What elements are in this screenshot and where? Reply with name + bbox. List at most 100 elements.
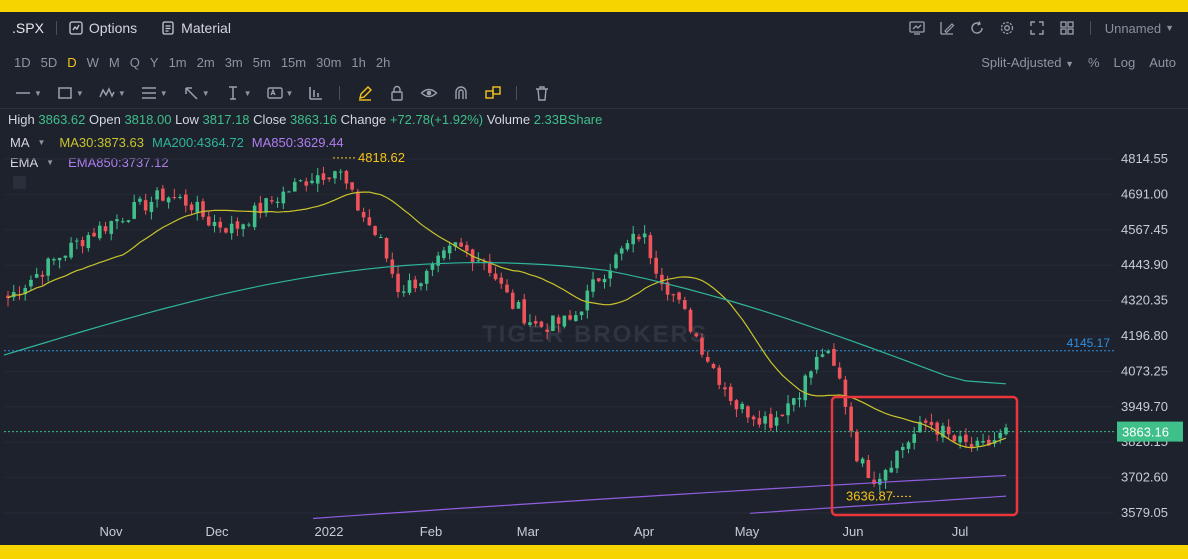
candle-body	[430, 263, 435, 270]
candle-body	[923, 420, 928, 423]
candle-body	[998, 432, 1003, 439]
label-tool[interactable]: ▼	[266, 84, 293, 102]
timeframe-1d[interactable]: 1D	[14, 54, 31, 70]
candle-body	[837, 367, 842, 379]
pen-tool[interactable]	[356, 84, 374, 102]
volume-value: 2.33BShare	[533, 112, 603, 127]
timeframe-w[interactable]: W	[86, 54, 99, 70]
adjust-label: Split-Adjusted	[981, 54, 1062, 70]
timeframe-5m[interactable]: 5m	[252, 54, 271, 70]
candle-body	[482, 261, 486, 263]
layout-grid-icon[interactable]	[1058, 19, 1076, 37]
options-icon	[69, 21, 83, 35]
percent-toggle[interactable]: %	[1087, 54, 1100, 70]
candle-body	[763, 416, 767, 424]
last-price-badge	[1117, 421, 1183, 442]
timeframe-5d[interactable]: 5D	[40, 54, 58, 70]
divider	[55, 21, 57, 35]
x-tick-label: May	[735, 524, 760, 539]
candle-body	[814, 356, 819, 370]
lock-tool[interactable]	[388, 84, 406, 102]
line-tool[interactable]: ▼	[14, 84, 42, 102]
material-label: Material	[181, 20, 231, 36]
candle-body	[952, 435, 957, 442]
refresh-icon[interactable]	[968, 19, 986, 37]
candle-body	[746, 406, 750, 418]
timeframe-2m[interactable]: 2m	[196, 54, 215, 70]
candle-body	[201, 201, 205, 217]
timeframe-2h[interactable]: 2h	[375, 54, 391, 70]
candle-body	[533, 321, 538, 324]
candle-body	[103, 226, 108, 232]
timeframe-15m[interactable]: 15m	[280, 54, 307, 70]
trash-icon	[536, 86, 549, 101]
candle-body	[872, 479, 876, 485]
layout-selector[interactable]: Unnamed ▼	[1105, 21, 1174, 36]
y-tick-label: 4567.45	[1121, 222, 1168, 237]
timeframe-1h[interactable]: 1h	[351, 54, 366, 70]
low-marker-label: 3636.87	[846, 488, 893, 503]
timeframe-y[interactable]: Y	[149, 54, 159, 70]
x-tick-label: Feb	[420, 524, 442, 539]
rect-tool[interactable]: ▼	[56, 84, 84, 102]
measure-tool[interactable]	[307, 84, 325, 102]
candle-body	[46, 258, 50, 276]
material-button[interactable]: Material	[161, 20, 231, 36]
candle-body	[292, 181, 297, 192]
y-tick-label: 4814.55	[1121, 151, 1168, 166]
candle-body	[499, 277, 504, 284]
candle-body	[132, 202, 136, 219]
timeframe-1m[interactable]: 1m	[168, 54, 187, 70]
document-icon	[162, 21, 174, 35]
candle-body	[849, 406, 853, 431]
timeframe-m[interactable]: M	[108, 54, 120, 70]
candle-body	[235, 221, 240, 229]
screen-chart-icon[interactable]	[908, 19, 926, 37]
candle-body	[373, 226, 377, 236]
reference-line-label: 4145.17	[1067, 336, 1111, 350]
group-tool[interactable]	[484, 84, 502, 102]
arrow-tool[interactable]: ▼	[182, 84, 210, 102]
timeframe-d[interactable]: D	[67, 54, 77, 70]
symbol-label[interactable]: .SPX	[12, 20, 44, 36]
ma200-line	[3, 261, 1007, 385]
text-tool[interactable]: ▼	[224, 84, 252, 102]
candle-body	[396, 273, 400, 292]
candle-body	[195, 201, 200, 213]
candle-body	[705, 356, 710, 362]
divider	[516, 86, 518, 100]
ma30-value: MA30:3873.63	[59, 135, 144, 150]
x-tick-label: Jul	[952, 524, 969, 539]
magnet-tool[interactable]	[452, 84, 470, 102]
visibility-tool[interactable]	[420, 84, 438, 102]
candle-body	[986, 439, 991, 446]
candle-body	[774, 417, 779, 426]
candle-body	[447, 245, 452, 254]
timeframe-q[interactable]: Q	[129, 54, 140, 70]
candle-body	[522, 299, 527, 324]
candle-body	[717, 367, 722, 385]
timeframe-3m[interactable]: 3m	[224, 54, 243, 70]
bar-measure-icon	[309, 87, 323, 100]
fib-tool[interactable]: ▼	[140, 84, 168, 102]
price-chart[interactable]: 4814.55 4691.00 4567.45 4443.90 4320.35 4196.…	[0, 12, 1188, 545]
group-icon	[485, 86, 502, 99]
auto-toggle[interactable]: Auto	[1149, 54, 1176, 70]
ma-legend[interactable]: MA ▼ MA30:3873.63 MA200:4364.72 MA850:36…	[10, 135, 344, 150]
options-button[interactable]: Options	[69, 20, 137, 36]
fullscreen-icon[interactable]	[1028, 19, 1046, 37]
delete-tool[interactable]	[533, 84, 551, 102]
edit-chart-icon[interactable]	[938, 19, 956, 37]
candle-body	[929, 421, 934, 426]
candle-body	[275, 201, 280, 203]
timeframe-30m[interactable]: 30m	[316, 54, 342, 70]
high-value: 3863.62	[38, 112, 86, 127]
candle-body	[878, 478, 882, 485]
candle-body	[69, 242, 73, 258]
adjust-selector[interactable]: Split-Adjusted ▼	[981, 55, 1074, 70]
candle-body	[75, 240, 79, 242]
pattern-tool[interactable]: ▼	[98, 84, 126, 102]
log-toggle[interactable]: Log	[1113, 54, 1136, 70]
gear-icon[interactable]	[998, 19, 1016, 37]
candle-body	[740, 403, 744, 410]
